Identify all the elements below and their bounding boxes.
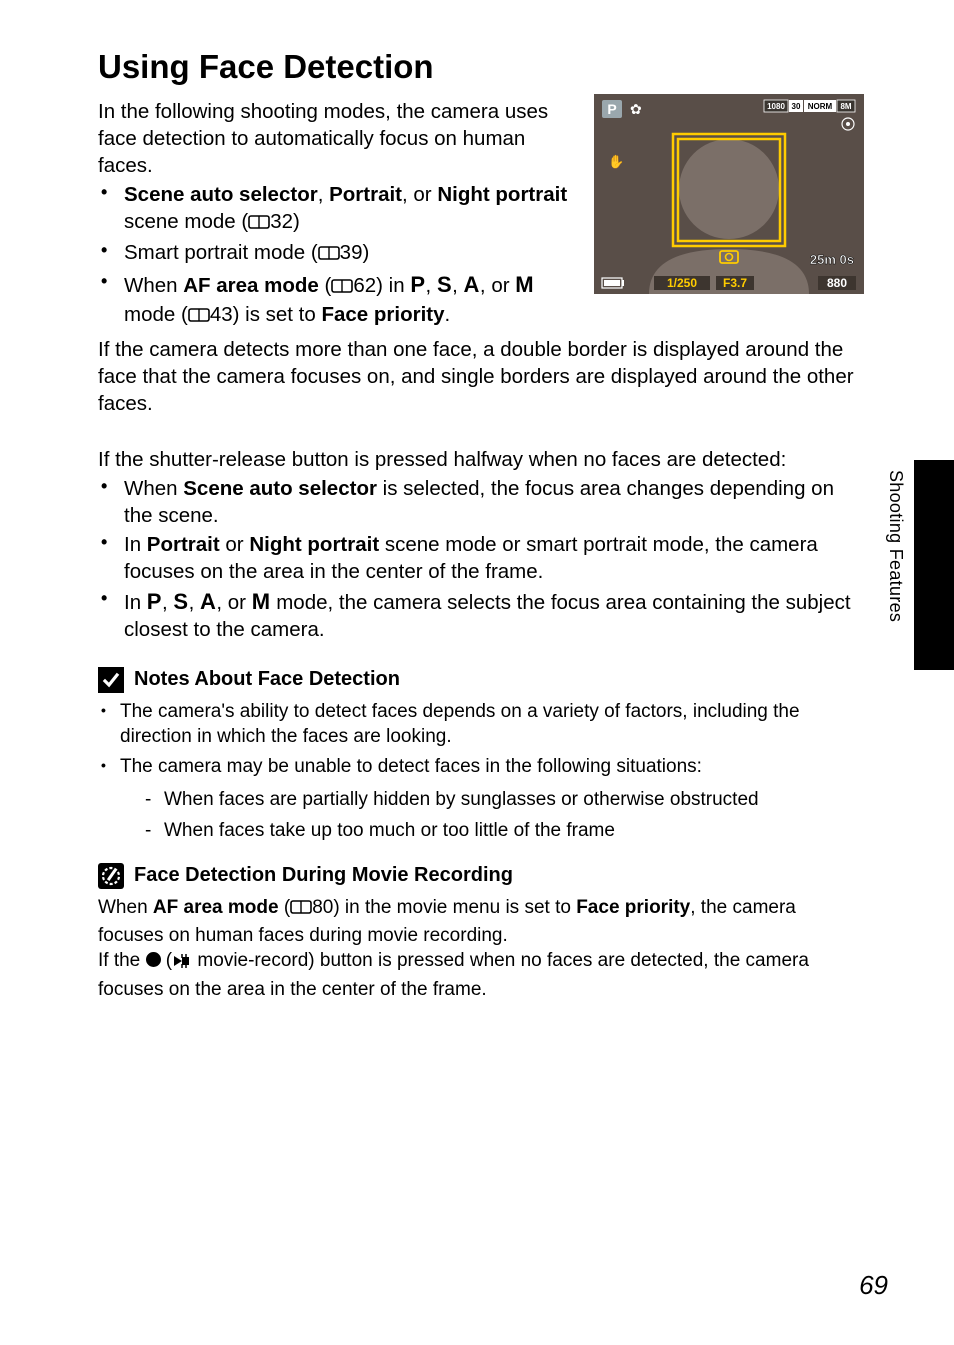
bullet-smart-portrait: Smart portrait mode (39) xyxy=(98,239,576,268)
svg-text:1080: 1080 xyxy=(767,102,785,111)
halfway-bullet-portrait: In Portrait or Night portrait scene mode… xyxy=(98,531,864,585)
book-icon xyxy=(248,210,270,237)
svg-text:✋: ✋ xyxy=(608,154,624,169)
notes-dash-list: When faces are partially hidden by sungl… xyxy=(120,786,864,845)
multi-face-paragraph: If the camera detects more than one face… xyxy=(98,336,864,417)
svg-text:8M: 8M xyxy=(840,102,851,111)
halfway-bullet-auto: When Scene auto selector is selected, th… xyxy=(98,475,864,529)
record-dot-icon xyxy=(146,952,161,967)
mode-m-icon: M xyxy=(252,589,271,614)
bullet-scene-modes: Scene auto selector, Portrait, or Night … xyxy=(98,181,576,237)
side-label: Shooting Features xyxy=(885,470,906,622)
halfway-bullet-psam: In P, S, A, or M mode, the camera select… xyxy=(98,587,864,643)
page-number: 69 xyxy=(859,1270,888,1301)
book-icon xyxy=(318,241,340,268)
dash-sunglasses: When faces are partially hidden by sungl… xyxy=(120,786,864,814)
svg-text:25m 0s: 25m 0s xyxy=(810,252,854,267)
intro-paragraph: In the following shooting modes, the cam… xyxy=(98,98,576,179)
svg-text:F3.7: F3.7 xyxy=(723,276,747,290)
warning-icon xyxy=(98,667,124,693)
dash-frame-size: When faces take up too much or too littl… xyxy=(120,817,864,845)
bullet-af-area-mode: When AF area mode (62) in P, S, A, or M … xyxy=(98,270,576,330)
pencil-icon xyxy=(98,863,124,889)
svg-text:880: 880 xyxy=(827,276,847,290)
movie-heading-row: Face Detection During Movie Recording xyxy=(98,863,864,889)
mode-a-icon: A xyxy=(464,272,480,297)
mode-m-icon: M xyxy=(515,272,534,297)
note-situations: The camera may be unable to detect faces… xyxy=(98,754,864,845)
side-tab xyxy=(914,460,954,670)
svg-text:✿: ✿ xyxy=(630,101,642,117)
svg-text:P: P xyxy=(607,101,616,117)
movie-title: Face Detection During Movie Recording xyxy=(134,864,513,887)
halfway-paragraph: If the shutter-release button is pressed… xyxy=(98,446,864,473)
note-factors: The camera's ability to detect faces dep… xyxy=(98,699,864,750)
mode-p-icon: P xyxy=(410,272,425,297)
svg-text:NORM: NORM xyxy=(808,102,833,111)
movie-para-1: When AF area mode (80) in the movie menu… xyxy=(98,895,864,948)
movie-record-icon xyxy=(172,951,192,977)
camera-lcd-preview: P ✿ ✋ 1080 30 NORM 8M 25m 0s xyxy=(594,94,864,294)
notes-title: Notes About Face Detection xyxy=(134,668,400,691)
svg-text:30: 30 xyxy=(792,102,801,111)
book-icon xyxy=(188,303,210,330)
mode-a-icon: A xyxy=(200,589,216,614)
mode-s-icon: S xyxy=(173,589,188,614)
notes-bullet-list: The camera's ability to detect faces dep… xyxy=(98,699,864,845)
movie-para-2: If the ( movie-record) button is pressed… xyxy=(98,948,864,1002)
notes-heading-row: Notes About Face Detection xyxy=(98,667,864,693)
intro-bullet-list: Scene auto selector, Portrait, or Night … xyxy=(98,181,576,330)
book-icon xyxy=(331,274,353,301)
book-icon xyxy=(290,897,312,923)
mode-p-icon: P xyxy=(147,589,162,614)
halfway-bullet-list: When Scene auto selector is selected, th… xyxy=(98,475,864,643)
svg-text:1/250: 1/250 xyxy=(667,276,697,290)
page-title: Using Face Detection xyxy=(98,48,864,86)
mode-s-icon: S xyxy=(437,272,452,297)
